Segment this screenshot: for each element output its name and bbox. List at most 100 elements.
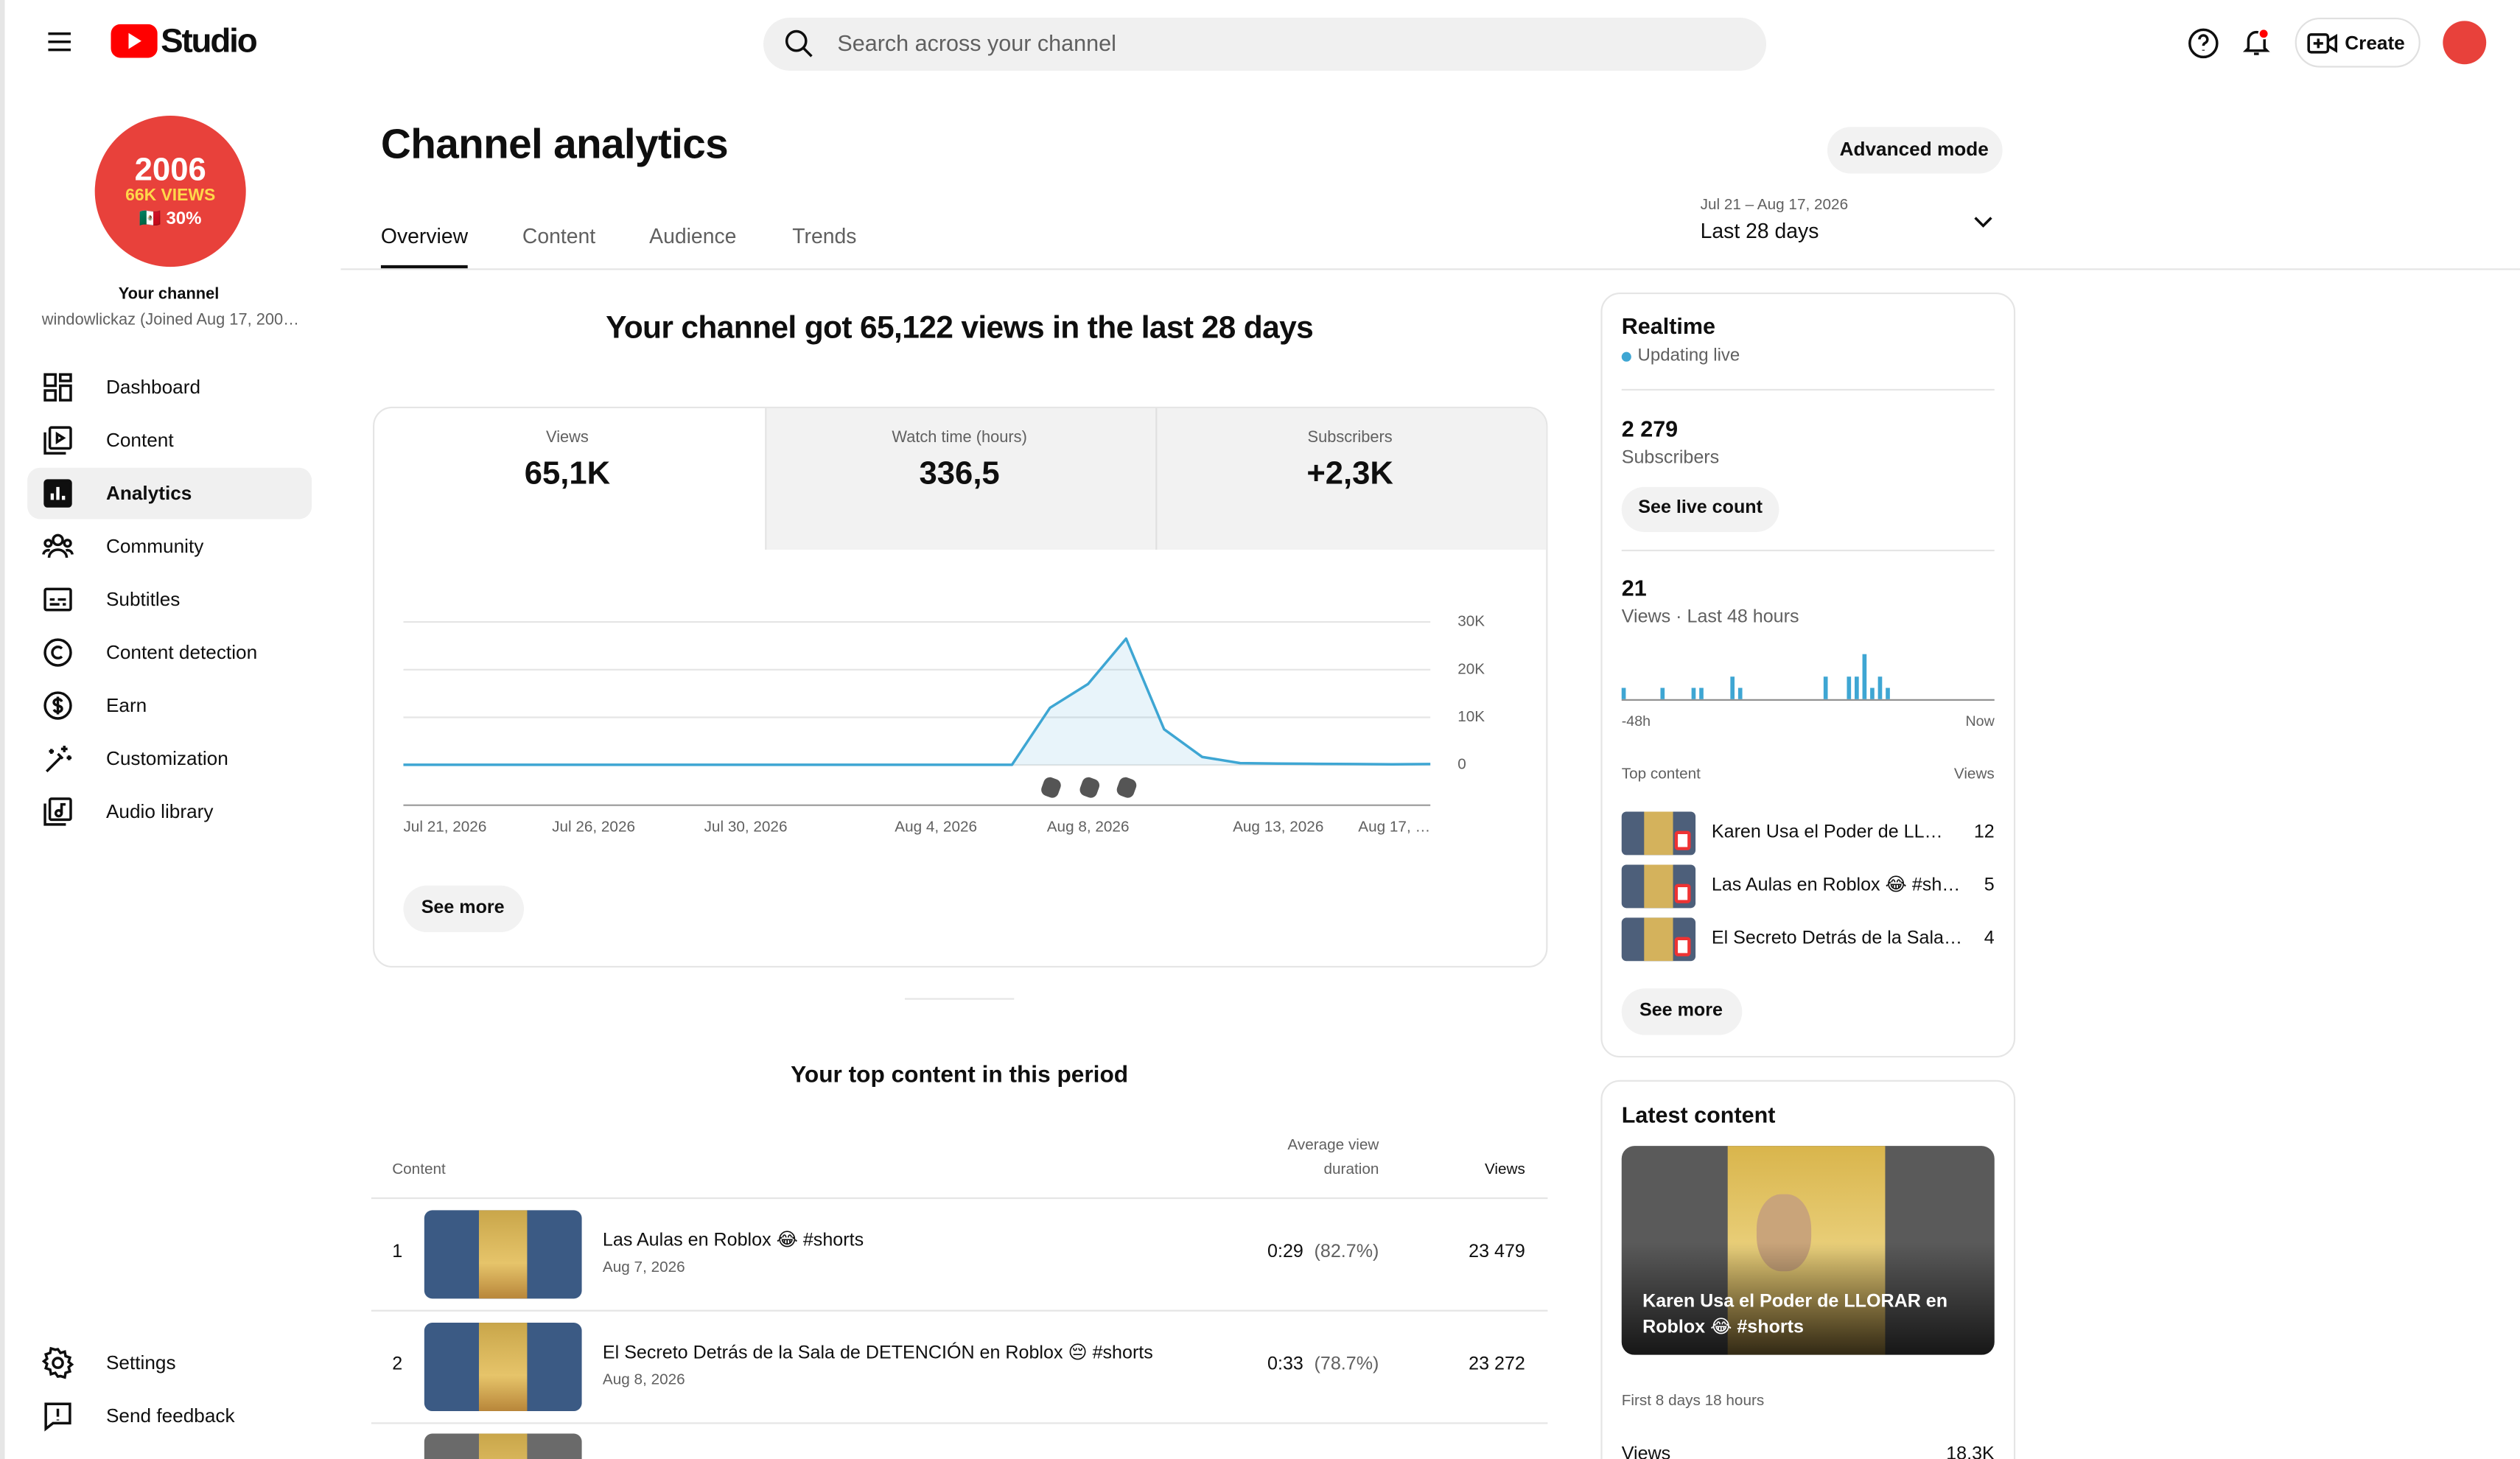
line-area	[403, 638, 1431, 766]
see-more-button[interactable]	[1621, 988, 1743, 1035]
youtube-logo[interactable]	[111, 24, 158, 58]
shorts-marker[interactable]	[1078, 775, 1101, 800]
latest-video-title[interactable]: Roblox 😂 #shorts	[1642, 1318, 1804, 1337]
avg-duration: 0:29	[1267, 1242, 1303, 1262]
notifications-icon[interactable]	[2240, 26, 2272, 58]
upload-markers	[1040, 775, 1138, 800]
nav-item[interactable]: Analytics	[105, 481, 192, 505]
account-avatar[interactable]	[2443, 21, 2487, 65]
help-icon[interactable]	[2188, 27, 2220, 60]
views-count: 21	[1621, 574, 1647, 601]
video-title[interactable]: El Secreto Detrás de la Sala…	[1711, 928, 1963, 949]
create-label[interactable]: Create	[2345, 32, 2405, 55]
video-title[interactable]: Las Aulas en Roblox 😂 #sh…	[1711, 875, 1961, 896]
nav-icon[interactable]	[42, 371, 74, 404]
search-placeholder[interactable]: Search across your channel	[837, 29, 1116, 56]
video-title[interactable]: Las Aulas en Roblox 😂 #shorts	[602, 1231, 864, 1251]
see-live-count-label[interactable]: See live count	[1638, 498, 1763, 518]
period[interactable]: Last 28 days	[1700, 219, 1819, 243]
nav-icon[interactable]	[42, 584, 74, 616]
menu-icon[interactable]	[43, 26, 76, 58]
nav-icon[interactable]	[41, 1346, 74, 1379]
nav-icon[interactable]	[42, 743, 74, 775]
card-title: Realtime	[1621, 312, 1716, 339]
nav-item[interactable]: Settings	[105, 1351, 176, 1374]
video-thumbnail[interactable]	[1621, 917, 1696, 962]
nav-item[interactable]: Send feedback	[105, 1404, 235, 1427]
section-title: Your top content in this period	[791, 1063, 1129, 1089]
search-box[interactable]	[763, 17, 1767, 71]
see-live-count-button[interactable]	[1621, 486, 1779, 532]
latest-views-label: Views	[1621, 1445, 1671, 1459]
tab[interactable]: Trends	[792, 223, 857, 248]
latest-video-title[interactable]: Karen Usa el Poder de LLORAR en	[1642, 1292, 1948, 1312]
nav-item[interactable]: Community	[105, 534, 204, 558]
divider	[1621, 549, 1995, 552]
nav-icon[interactable]	[42, 477, 74, 510]
advanced-mode-label[interactable]: Advanced mode	[1839, 138, 1989, 161]
nav-icon[interactable]	[42, 424, 74, 457]
views: 4	[1984, 928, 1995, 949]
shorts-marker[interactable]	[1040, 775, 1063, 800]
card-title: Latest content	[1621, 1102, 1776, 1128]
x-tick-label: Jul 26, 2026	[552, 819, 635, 836]
video-thumbnail[interactable]	[1621, 864, 1696, 909]
x-tick-label: Aug 17, …	[1358, 819, 1430, 836]
mini-bar	[1870, 687, 1875, 699]
latest-views-value: 18,3K	[1946, 1445, 1995, 1459]
video-title[interactable]: El Secreto Detrás de la Sala de DETENCIÓ…	[602, 1343, 1153, 1363]
channel-avatar[interactable]	[94, 116, 246, 267]
mini-bar	[1886, 687, 1890, 699]
nav-icon[interactable]	[42, 796, 74, 828]
search-icon[interactable]	[783, 27, 815, 60]
nav-item[interactable]: Customization	[105, 746, 228, 770]
column-header: Top content	[1621, 765, 1701, 783]
advanced-mode-button[interactable]	[1827, 127, 2003, 174]
nav-item[interactable]: Content detection	[105, 640, 258, 664]
nav-icon[interactable]	[42, 637, 74, 669]
video-thumbnail[interactable]	[424, 1210, 582, 1299]
latest-thumbnail[interactable]	[1621, 1146, 1995, 1355]
metric-label[interactable]: Watch time (hours)	[892, 429, 1027, 447]
column-header: duration	[1323, 1161, 1379, 1179]
create-icon[interactable]	[2306, 27, 2339, 60]
mini-bar	[1621, 687, 1626, 699]
video-date: Aug 7, 2026	[602, 1259, 685, 1277]
nav-item[interactable]: Audio library	[105, 800, 214, 823]
metric-value[interactable]: +2,3K	[1306, 456, 1393, 492]
views: 23 479	[1469, 1242, 1525, 1262]
channel-name: windowlickaz (Joined Aug 17, 200…	[41, 312, 299, 330]
live-dot	[1621, 351, 1631, 362]
see-more-button[interactable]	[403, 885, 525, 933]
nav-icon[interactable]	[42, 531, 74, 563]
see-more-label[interactable]: See more	[1639, 1001, 1723, 1021]
tab[interactable]: Audience	[649, 223, 737, 248]
metric-value[interactable]: 336,5	[919, 456, 1000, 492]
logo-text[interactable]: Studio	[161, 23, 258, 60]
column-header[interactable]: Views	[1484, 1161, 1525, 1179]
see-more-label[interactable]: See more	[421, 898, 505, 918]
tab[interactable]: Content	[522, 223, 596, 248]
headline: Your channel got 65,122 views in the las…	[606, 310, 1314, 346]
video-thumbnail[interactable]	[424, 1433, 582, 1459]
metric-label[interactable]: Views	[546, 429, 589, 447]
video-thumbnail[interactable]	[424, 1323, 582, 1412]
metric-value[interactable]: 65,1K	[524, 456, 611, 492]
date-range[interactable]: Jul 21 – Aug 17, 2026	[1700, 196, 1849, 214]
nav-icon[interactable]	[42, 690, 74, 722]
create-button[interactable]	[2295, 17, 2421, 68]
video-thumbnail[interactable]	[1621, 811, 1696, 856]
video-title[interactable]: Karen Usa el Poder de LL…	[1711, 822, 1943, 843]
nav-item[interactable]: Subtitles	[105, 587, 181, 611]
nav-item[interactable]: Earn	[105, 693, 147, 717]
latest-card	[1600, 1080, 2016, 1459]
nav-icon[interactable]	[42, 1400, 74, 1432]
tab[interactable]: Overview	[380, 223, 469, 248]
period-dropdown[interactable]	[1967, 206, 2000, 238]
shorts-marker[interactable]	[1115, 775, 1138, 800]
nav-item[interactable]: Content	[105, 428, 174, 452]
video-date: Aug 8, 2026	[602, 1371, 685, 1390]
nav-item[interactable]: Dashboard	[105, 375, 201, 399]
live-status: Updating live	[1637, 346, 1740, 366]
metric-label[interactable]: Subscribers	[1307, 429, 1393, 447]
